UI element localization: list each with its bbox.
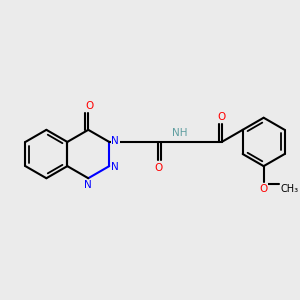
Text: N: N: [84, 180, 92, 190]
Text: O: O: [154, 163, 163, 173]
Text: CH₃: CH₃: [280, 184, 299, 194]
Text: O: O: [218, 112, 226, 122]
Text: N: N: [111, 162, 119, 172]
Text: NH: NH: [172, 128, 187, 138]
Text: O: O: [85, 101, 93, 111]
Text: N: N: [111, 136, 119, 146]
Text: O: O: [260, 184, 268, 194]
